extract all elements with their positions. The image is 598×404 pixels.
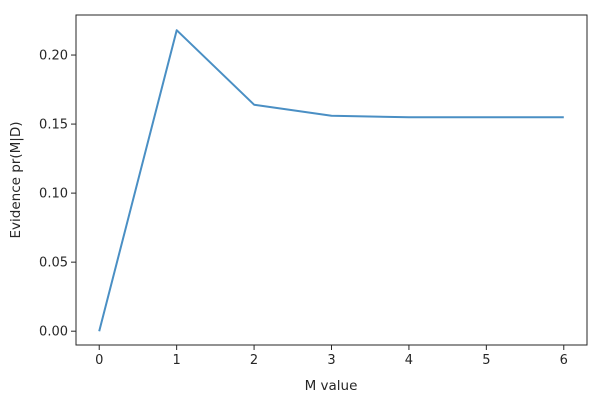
x-axis-label: M value <box>305 378 358 394</box>
y-axis-label: Evidence pr(M|D) <box>8 122 24 239</box>
y-tick-label: 0.00 <box>39 325 68 340</box>
y-tick-label: 0.20 <box>39 49 68 64</box>
y-tick-label: 0.15 <box>39 118 68 133</box>
x-tick-label: 3 <box>327 353 335 368</box>
x-tick-label: 5 <box>482 353 490 368</box>
x-tick-label: 4 <box>405 353 413 368</box>
y-axis-ticks: 0.00 0.05 0.10 0.15 0.20 <box>39 49 76 340</box>
x-tick-label: 0 <box>95 353 103 368</box>
x-tick-label: 2 <box>250 353 258 368</box>
x-axis-ticks: 0 1 2 3 4 5 6 <box>95 345 568 368</box>
y-tick-label: 0.05 <box>39 256 68 271</box>
plot-area <box>75 14 588 346</box>
y-tick-label: 0.10 <box>39 187 68 202</box>
x-tick-label: 6 <box>560 353 568 368</box>
series-layer <box>98 29 564 332</box>
x-tick-label: 1 <box>173 353 181 368</box>
